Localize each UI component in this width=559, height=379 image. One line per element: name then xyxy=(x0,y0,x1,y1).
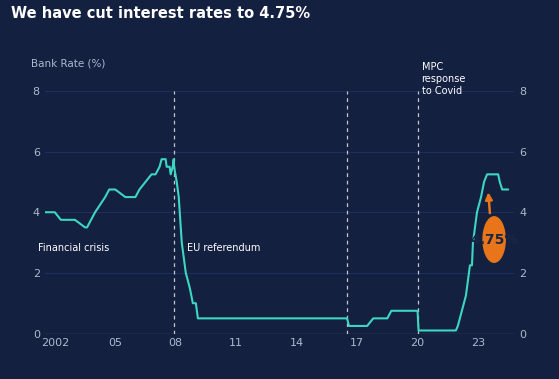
Ellipse shape xyxy=(483,217,505,262)
Text: Bank Rate (%): Bank Rate (%) xyxy=(31,59,105,69)
Text: EU referendum: EU referendum xyxy=(187,243,260,253)
Text: 4.75%: 4.75% xyxy=(470,233,518,246)
Text: We have cut interest rates to 4.75%: We have cut interest rates to 4.75% xyxy=(11,6,310,21)
Text: Financial crisis: Financial crisis xyxy=(38,243,109,253)
Text: MPC
response
to Covid: MPC response to Covid xyxy=(421,62,466,96)
